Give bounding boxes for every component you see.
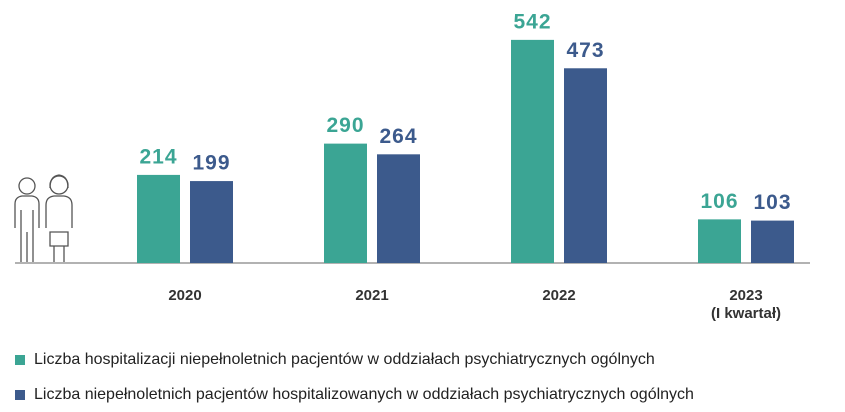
value-label: 290: [326, 114, 364, 137]
bar: [190, 181, 233, 263]
value-label: 106: [700, 190, 738, 213]
value-label: 473: [566, 39, 604, 62]
value-label: 199: [192, 152, 230, 175]
value-label: 103: [753, 191, 791, 214]
value-label: 264: [379, 125, 417, 148]
bar: [698, 219, 741, 263]
bar: [137, 174, 180, 263]
bar: [511, 39, 554, 264]
legend-swatch: [15, 390, 25, 400]
value-label: 214: [139, 145, 177, 168]
bar: [324, 143, 367, 263]
x-tick-label: 2020: [168, 287, 201, 304]
value-label: 542: [513, 10, 551, 33]
legend-swatch: [15, 355, 25, 365]
x-tick-label: 2023 (I kwartał): [711, 287, 781, 322]
legend-label: Liczba niepełnoletnich pacjentów hospita…: [34, 386, 694, 403]
bar: [564, 68, 607, 263]
people-icon: [14, 174, 73, 262]
legend-label: Liczba hospitalizacji niepełnoletnich pa…: [34, 351, 655, 368]
bar: [751, 220, 794, 263]
x-tick-label: 2022: [542, 287, 575, 304]
x-tick-label: 2021: [355, 287, 388, 304]
bar: [377, 154, 420, 263]
